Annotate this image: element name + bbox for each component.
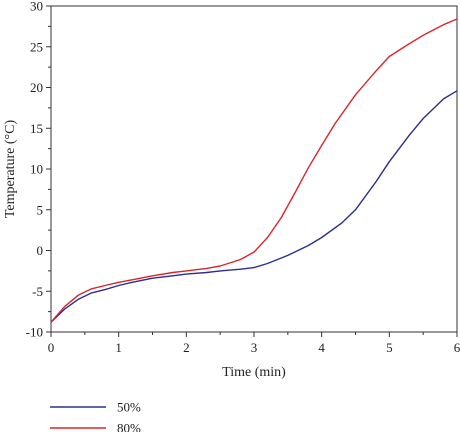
legend-label-2: 80% [117, 421, 141, 432]
series-line-2 [50, 18, 458, 323]
series-layer [50, 18, 458, 323]
x-tick-label: 5 [386, 340, 393, 355]
y-tick-label: -10 [26, 325, 43, 340]
y-tick-label: -5 [32, 284, 43, 299]
x-tick-label: 1 [115, 340, 122, 355]
x-tick-label: 4 [318, 340, 325, 355]
y-tick-label: 25 [30, 39, 43, 54]
y-axis-label: Temperature (°C) [3, 120, 18, 219]
y-tick-label: 20 [30, 80, 43, 95]
plot-frame [50, 5, 458, 333]
legend-label-1: 50% [117, 400, 141, 415]
y-tick-label: 15 [30, 121, 43, 136]
y-tick-label: 0 [37, 243, 44, 258]
y-tick-label: 5 [37, 202, 44, 217]
x-axis-label: Time (min) [222, 365, 286, 380]
x-tick-label: 3 [251, 340, 258, 355]
y-tick-label: 30 [30, 0, 43, 14]
x-tick-label: 6 [454, 340, 460, 355]
axes: 0 1 2 3 4 5 6 -10 -5 0 5 10 15 20 25 30 [26, 0, 460, 355]
y-tick-label: 10 [30, 162, 43, 177]
x-tick-label: 0 [48, 340, 55, 355]
legend: 50% 80% [50, 400, 141, 432]
series-line-1 [50, 90, 458, 323]
x-tick-label: 2 [183, 340, 190, 355]
